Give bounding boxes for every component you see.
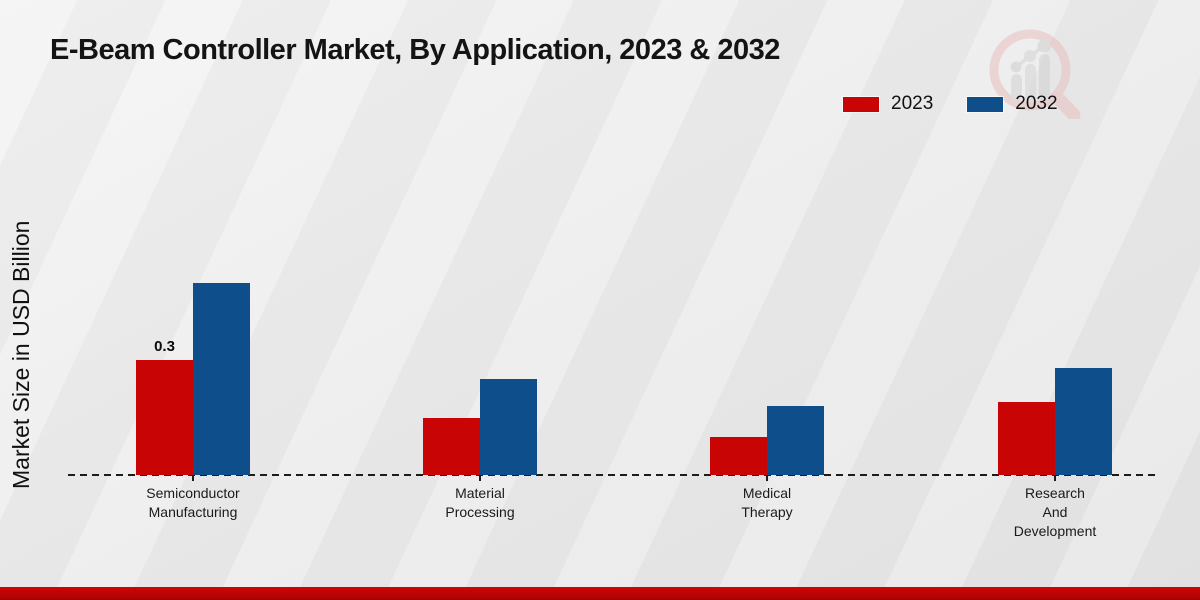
legend-item-2032: 2032 [967, 93, 1058, 115]
legend-swatch-2023 [843, 96, 879, 112]
bar-2032-material-processing [480, 379, 537, 475]
legend-label-2032: 2032 [1015, 93, 1058, 114]
bar-2023-research-and-development [998, 402, 1055, 475]
x-axis-category-label-medical-therapy: Medical Therapy [741, 485, 793, 520]
bar-value-label: 0.3 [154, 338, 175, 355]
bar-2032-research-and-development [1055, 368, 1112, 475]
bar-2023-material-processing [423, 418, 480, 475]
x-axis-tick [479, 476, 481, 481]
x-axis-category-label-semiconductor-manufacturing: Semiconductor Manufacturing [146, 485, 240, 520]
bar-2032-medical-therapy [767, 406, 824, 475]
bar-2023-medical-therapy [710, 437, 767, 475]
chart-title: E-Beam Controller Market, By Application… [50, 34, 780, 66]
footer-red-strip [0, 587, 1200, 600]
legend-swatch-2032 [967, 96, 1004, 112]
x-axis-tick [1054, 476, 1056, 481]
legend-label-2023: 2023 [891, 93, 934, 114]
y-axis-title: Market Size in USD Billion [8, 220, 34, 490]
x-axis-tick [192, 476, 194, 481]
x-axis-category-label-material-processing: Material Processing [445, 485, 515, 520]
x-axis-line [68, 474, 1160, 476]
watermark-logo-icon [989, 29, 1081, 119]
bar-2032-semiconductor-manufacturing [193, 283, 250, 475]
legend-item-2023: 2023 [843, 93, 933, 115]
bar-2023-semiconductor-manufacturing [136, 360, 193, 475]
legend: 2023 2032 [843, 93, 1058, 115]
x-axis-tick [766, 476, 768, 481]
x-axis-category-label-research-and-development: Research And Development [1013, 485, 1097, 539]
